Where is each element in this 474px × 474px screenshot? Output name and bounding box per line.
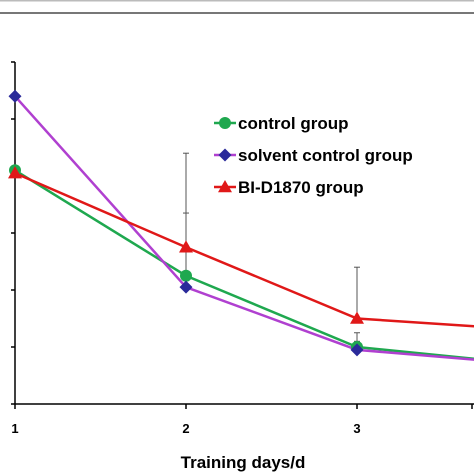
data-point (179, 240, 193, 253)
data-point (8, 166, 22, 179)
data-point (350, 343, 364, 357)
legend-item: BI-D1870 group (214, 178, 364, 197)
top-border (0, 0, 474, 2)
legend: control group solvent control group BI-D18… (214, 114, 413, 197)
legend-item: solvent control group (214, 146, 413, 165)
data-point (8, 89, 22, 103)
legend-marker (218, 180, 232, 193)
data-point (180, 269, 192, 282)
legend-marker (219, 117, 231, 129)
legend-label: BI-D1870 group (238, 178, 364, 197)
series-line-2 (14, 95, 474, 361)
x-tick-label: 3 (353, 421, 360, 436)
series-line-3 (14, 172, 474, 328)
x-tick-label: 1 (11, 421, 18, 436)
x-tick-label: 2 (182, 421, 189, 436)
series-line-1 (14, 169, 474, 360)
x-axis-title: Training days/d (181, 453, 306, 472)
legend-marker (218, 148, 232, 162)
legend-label: solvent control group (238, 146, 413, 165)
data-point (179, 280, 193, 294)
top-rule (0, 12, 474, 14)
series-layer (8, 89, 474, 361)
data-point (350, 311, 364, 324)
legend-item: control group (214, 114, 348, 133)
legend-label: control group (238, 114, 348, 133)
